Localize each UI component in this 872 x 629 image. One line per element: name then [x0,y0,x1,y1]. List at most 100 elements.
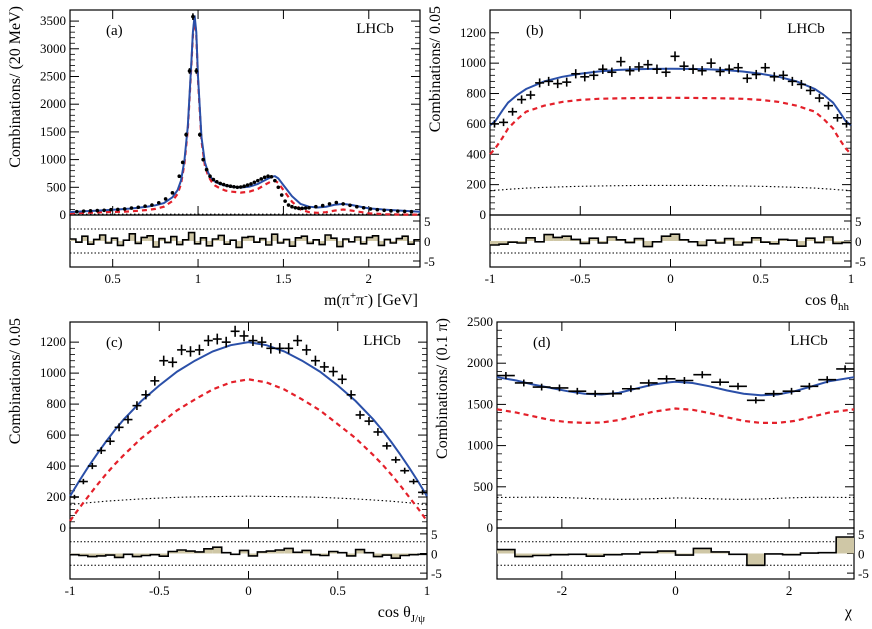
pull-bar [711,551,730,554]
plot-frame [489,9,852,216]
data-point [818,376,837,384]
data-point [114,423,124,432]
pull-bar [769,241,779,244]
data-point [760,62,770,73]
pull-bar [580,241,590,244]
panel-label: (c) [106,335,123,351]
y-tick-label: 0 [60,520,67,535]
pull-bar [78,553,88,556]
data-point [706,58,716,68]
data-point [341,202,345,206]
panel-b: 0 200 400 600 800 1000 1200 -1 -0.5 0 0.5 1 5 0 -5 (b) L… [427,6,866,313]
data-point-marker [361,205,366,210]
data-point-marker [218,181,223,186]
data-point-marker [201,157,205,162]
x-axis-title: χ [844,604,853,621]
data-point [212,333,222,345]
data-point [391,456,401,464]
pull-bar [242,237,248,241]
data-point [562,77,572,87]
x-tick-label: 0.5 [330,583,346,598]
y-tick-label: 1000 [40,152,66,167]
data-point-marker [228,184,233,188]
data-point-marker [341,202,345,206]
pull-bar [147,235,154,241]
data-point [327,202,332,206]
pull-bar [746,553,765,566]
data-point [586,390,605,398]
y-tick-label: 600 [467,116,487,131]
data-point [334,200,339,205]
data-point-marker [75,209,79,214]
x-axis-title: cos θhh [805,292,850,313]
data-point [402,209,407,214]
pull-bar [194,551,204,554]
pull-bar [168,551,178,554]
lhcb-label: LHCb [790,333,828,349]
x-tick-label: -0.5 [570,271,591,286]
data-point [302,344,311,356]
y-axis-title: Combinations/ 0.05 [427,6,444,132]
pull-tick-label: 5 [431,527,438,542]
data-point [170,191,175,195]
data-point [769,72,779,82]
pull-bar [87,553,97,557]
data-point-marker [163,197,168,201]
x-axis-title: cos θJ/ψ [378,604,425,625]
x-tick-label: -2 [556,583,567,598]
y-tick-label: 3500 [40,13,66,28]
data-point [310,355,320,366]
pull-bar [514,553,533,557]
pull-bar [400,553,410,556]
plot-frame [69,321,428,529]
pull-bar [589,238,599,241]
data-point [348,203,352,208]
data-point [364,417,374,426]
data-point [235,185,240,190]
data-point-marker [191,14,195,19]
data-point [607,67,617,77]
data-point-marker [187,69,192,73]
y-tick-label: 1500 [40,124,66,139]
data-point-marker [290,204,294,209]
panel-label: (d) [533,335,551,351]
data-point [141,390,151,400]
data-point [184,132,188,137]
data-point [373,428,383,436]
data-point-marker [286,203,291,207]
pull-bar [319,241,326,245]
data-point [203,335,213,346]
y-tick-label: 200 [467,177,487,192]
data-point-marker [221,182,226,187]
pull-bar [87,241,94,245]
x-title-part: m(π [324,292,350,309]
pull-bar [354,237,361,241]
data-point [320,203,325,208]
data-point [742,73,752,83]
data-point [303,206,308,210]
y-tick-label: 600 [47,427,67,442]
pull-bar [70,239,76,241]
pull-bar [177,549,187,554]
y-tick-label: 2000 [40,96,66,111]
pull-bar [206,241,213,246]
data-point [239,330,249,342]
x-title-sub: hh [838,301,850,313]
x-tick-label: 1 [195,271,202,286]
data-point-marker [283,199,287,203]
pull-bar [823,237,833,241]
data-point [150,203,154,207]
pull-tick-label: 0 [431,547,438,562]
pull-bar [336,241,343,247]
data-point [409,209,414,214]
pull-bar [342,239,349,241]
data-point [177,344,187,356]
y-tick-label: 1200 [40,334,66,349]
data-point [346,390,356,400]
data-point [259,177,264,181]
pull-bar [805,238,815,241]
data-point [355,204,359,209]
data-point [568,387,587,395]
data-point [225,183,229,188]
pull-bar [562,236,572,241]
